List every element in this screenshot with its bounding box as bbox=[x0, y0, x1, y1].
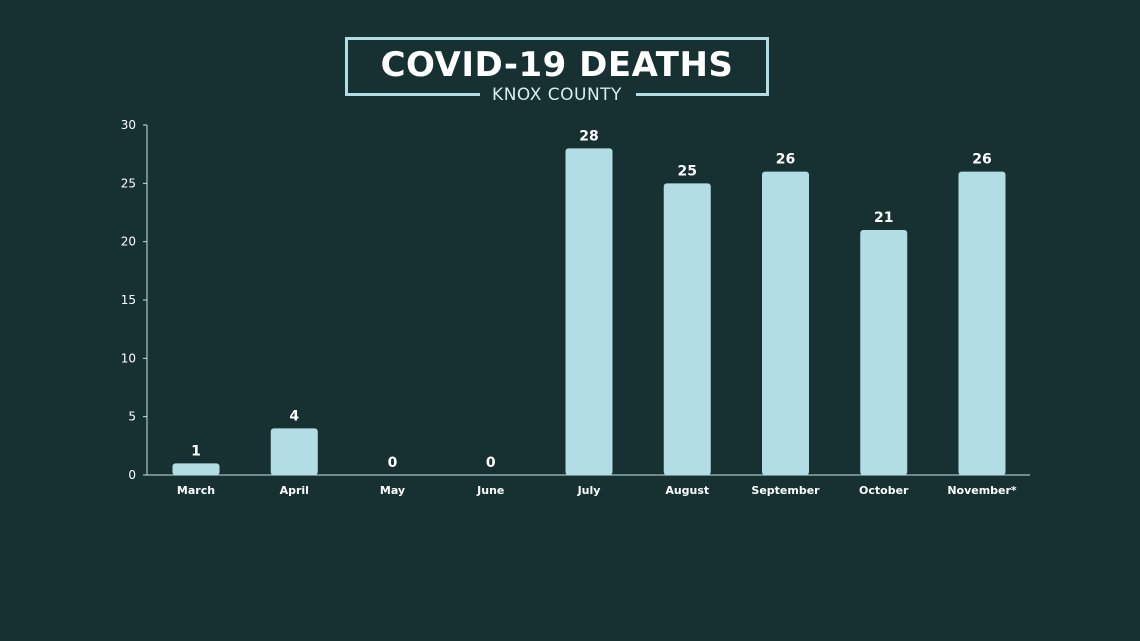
value-label: 0 bbox=[486, 455, 496, 471]
y-tick-label: 10 bbox=[121, 351, 136, 365]
chart-title: COVID-19 DEATHS bbox=[380, 45, 734, 85]
bar bbox=[565, 148, 613, 476]
value-label: 26 bbox=[972, 152, 991, 168]
value-labels: 1 4 0 0 28 25 26 21 26 bbox=[191, 128, 992, 471]
category-label: June bbox=[476, 484, 504, 497]
y-tick-label: 0 bbox=[128, 468, 136, 482]
value-label: 4 bbox=[289, 408, 299, 424]
value-label: 1 bbox=[191, 443, 201, 459]
chart-subtitle: KNOX COUNTY bbox=[492, 85, 622, 105]
bar bbox=[172, 463, 220, 475]
bar bbox=[958, 171, 1006, 475]
category-label: July bbox=[577, 484, 601, 497]
value-label: 25 bbox=[678, 163, 697, 179]
y-tick-label: 30 bbox=[121, 118, 136, 132]
bar bbox=[663, 183, 711, 476]
category-labels: March April May June July August September Octo… bbox=[177, 484, 1017, 497]
category-label: September bbox=[751, 484, 820, 497]
y-axis-ticks: 0 5 10 15 20 25 30 bbox=[121, 118, 147, 482]
bar bbox=[270, 428, 318, 475]
category-label: August bbox=[665, 484, 709, 497]
category-label: May bbox=[380, 484, 405, 497]
category-label: April bbox=[280, 484, 309, 497]
value-label: 21 bbox=[874, 210, 893, 226]
bar bbox=[860, 230, 908, 475]
y-tick-label: 15 bbox=[121, 293, 136, 307]
value-label: 28 bbox=[579, 128, 598, 144]
category-label: November* bbox=[947, 484, 1017, 497]
y-tick-label: 5 bbox=[128, 410, 136, 424]
value-label: 26 bbox=[776, 152, 795, 168]
bar bbox=[762, 171, 809, 475]
bars bbox=[172, 148, 1006, 476]
y-tick-label: 20 bbox=[121, 235, 136, 249]
title-frame bbox=[345, 37, 769, 96]
category-label: March bbox=[177, 484, 215, 497]
category-label: October bbox=[859, 484, 909, 497]
value-label: 0 bbox=[388, 455, 398, 471]
y-tick-label: 25 bbox=[121, 176, 136, 190]
